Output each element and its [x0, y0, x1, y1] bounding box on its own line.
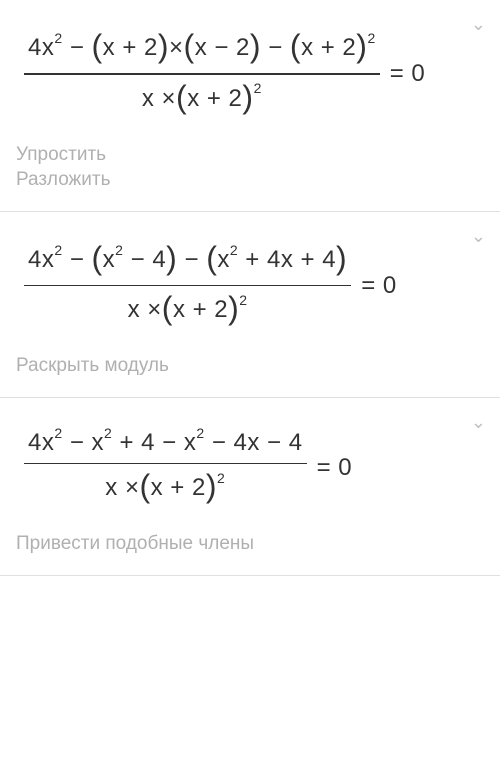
lparen: (	[184, 28, 195, 64]
solution-step[interactable]: ⌄ 4x2 − (x2 − 4) − (x2 + 4x + 4) x ×(x +…	[0, 212, 500, 398]
lparen: (	[139, 468, 150, 504]
lparen: (	[92, 28, 103, 64]
numerator: 4x2 − x2 + 4 − x2 − 4x − 4	[24, 422, 307, 463]
hint-text[interactable]: Раскрыть модуль	[16, 353, 484, 379]
hint-list: Привести подобные члены	[16, 531, 484, 557]
term: 4x	[28, 429, 54, 456]
term: + 4x + 4	[238, 246, 336, 273]
term: x ×	[128, 296, 162, 323]
term: x + 2	[187, 84, 242, 111]
rparen: )	[242, 79, 253, 115]
equals-rhs: = 0	[317, 454, 353, 482]
hint-text[interactable]: Разложить	[16, 167, 484, 193]
solution-step[interactable]: ⌄ 4x2 − x2 + 4 − x2 − 4x − 4 x ×(x + 2)2…	[0, 398, 500, 576]
rparen: )	[250, 28, 261, 64]
fraction: 4x2 − (x2 − 4) − (x2 + 4x + 4) x ×(x + 2…	[24, 236, 351, 336]
term: x + 2	[173, 296, 228, 323]
term: x ×	[142, 84, 176, 111]
denominator: x ×(x + 2)2	[124, 286, 252, 335]
rparen: )	[356, 28, 367, 64]
equation: 4x2 − x2 + 4 − x2 − 4x − 4 x ×(x + 2)2 =…	[16, 422, 484, 514]
equation: 4x2 − (x2 − 4) − (x2 + 4x + 4) x ×(x + 2…	[16, 236, 484, 336]
hint-list: Упростить Разложить	[16, 142, 484, 193]
term: x + 2	[301, 34, 356, 61]
exponent: 2	[196, 425, 204, 441]
op: −	[177, 246, 206, 273]
term: 4x	[28, 34, 54, 61]
numerator: 4x2 − (x2 − 4) − (x2 + 4x + 4)	[24, 236, 351, 285]
exponent: 2	[54, 425, 62, 441]
rparen: )	[336, 240, 347, 276]
denominator: x ×(x + 2)2	[138, 75, 266, 124]
solution-step[interactable]: ⌄ 4x2 − (x + 2)×(x − 2) − (x + 2)2 x ×(x…	[0, 0, 500, 212]
denominator: x ×(x + 2)2	[101, 464, 229, 513]
term: x ×	[105, 474, 139, 501]
term: x + 2	[151, 474, 206, 501]
rparen: )	[206, 468, 217, 504]
equation: 4x2 − (x + 2)×(x − 2) − (x + 2)2 x ×(x +…	[16, 24, 484, 124]
term: + 4 − x	[112, 429, 196, 456]
equals-rhs: = 0	[361, 272, 397, 300]
term: x + 2	[103, 34, 158, 61]
chevron-down-icon: ⌄	[471, 412, 486, 433]
chevron-down-icon: ⌄	[471, 226, 486, 247]
term: x	[217, 246, 230, 273]
exponent: 2	[104, 425, 112, 441]
lparen: (	[206, 240, 217, 276]
exponent: 2	[217, 470, 225, 486]
exponent: 2	[254, 80, 262, 96]
term: − 4	[123, 246, 166, 273]
op: −	[63, 34, 92, 61]
exponent: 2	[239, 292, 247, 308]
term: x	[103, 246, 116, 273]
term: 4x	[28, 246, 54, 273]
lparen: (	[290, 28, 301, 64]
exponent: 2	[230, 242, 238, 258]
chevron-down-icon: ⌄	[471, 14, 486, 35]
lparen: (	[162, 290, 173, 326]
op: −	[261, 34, 290, 61]
fraction: 4x2 − (x + 2)×(x − 2) − (x + 2)2 x ×(x +…	[24, 24, 380, 124]
exponent: 2	[367, 30, 375, 46]
rparen: )	[166, 240, 177, 276]
term: − 4x − 4	[205, 429, 303, 456]
term: − x	[63, 429, 104, 456]
rparen: )	[158, 28, 169, 64]
term: x − 2	[195, 34, 250, 61]
rparen: )	[228, 290, 239, 326]
lparen: (	[176, 79, 187, 115]
exponent: 2	[115, 242, 123, 258]
exponent: 2	[54, 242, 62, 258]
lparen: (	[92, 240, 103, 276]
op: ×	[169, 34, 184, 61]
hint-text[interactable]: Привести подобные члены	[16, 531, 484, 557]
op: −	[63, 246, 92, 273]
hint-text[interactable]: Упростить	[16, 142, 484, 168]
exponent: 2	[54, 30, 62, 46]
numerator: 4x2 − (x + 2)×(x − 2) − (x + 2)2	[24, 24, 380, 73]
hint-list: Раскрыть модуль	[16, 353, 484, 379]
fraction: 4x2 − x2 + 4 − x2 − 4x − 4 x ×(x + 2)2	[24, 422, 307, 514]
equals-rhs: = 0	[390, 60, 426, 88]
